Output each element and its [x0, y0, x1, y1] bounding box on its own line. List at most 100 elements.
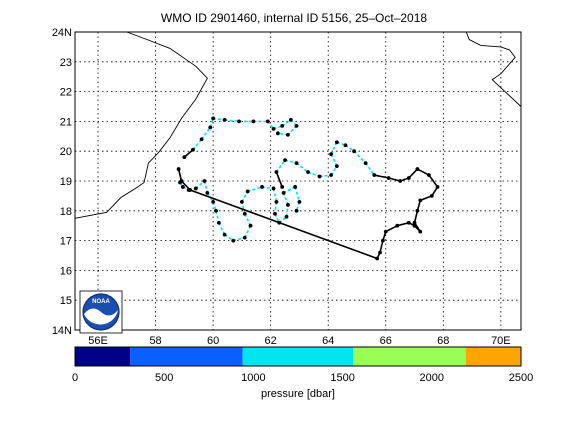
profile-point [334, 140, 339, 145]
logo-ring-icon [82, 293, 120, 331]
track-segment [275, 171, 283, 188]
track-segment [200, 126, 211, 140]
profile-point [237, 119, 241, 124]
track-segment [285, 204, 289, 217]
track-segment [283, 186, 296, 194]
profile-point [280, 185, 285, 189]
profile-point [375, 256, 380, 261]
map-panel: 14N 15 16 17 18 19 20 21 22 23 24N 56E 58 60 62 64 66 68… [52, 27, 522, 347]
track-segment [388, 177, 401, 182]
track-segment [218, 222, 226, 235]
track-segment [307, 171, 320, 178]
track-segment [244, 213, 252, 227]
longitude-label: 62 [265, 335, 277, 347]
track-segment [284, 159, 297, 164]
track-segment [274, 201, 278, 214]
track-segment [330, 153, 338, 167]
profile-point [271, 186, 276, 191]
coastlines [74, 31, 522, 219]
profile-point [412, 223, 417, 228]
profile-point [211, 116, 216, 121]
colorbar-tick-label: 0 [72, 372, 78, 384]
track-segment [241, 191, 249, 203]
profile-point [214, 208, 218, 213]
track-segment [233, 236, 245, 242]
latitude-label: 16 [60, 265, 72, 277]
track-segment [397, 221, 409, 227]
longitude-label: 58 [149, 335, 161, 347]
longitude-label: 70E [491, 335, 511, 347]
map-frame [74, 31, 522, 331]
longitude-label: 64 [322, 335, 334, 347]
profile-point [415, 208, 420, 213]
latitude-label: 21 [60, 116, 72, 128]
track-segment [272, 188, 278, 203]
track-segment [385, 224, 398, 233]
logo-text: NOAA [92, 299, 110, 305]
track-segment [261, 186, 274, 190]
latitude-label: 15 [60, 295, 72, 307]
track-segment [241, 201, 246, 214]
colorbar-tick-label: 2500 [509, 372, 533, 384]
profile-point [211, 199, 216, 204]
profile-point [208, 125, 213, 130]
profile-point [271, 126, 276, 131]
longitude-label: 60 [207, 335, 219, 347]
track-segment [353, 150, 367, 164]
profile-point [265, 119, 270, 124]
profile-point [306, 170, 310, 174]
coastline-pakistan [465, 31, 522, 107]
profile-point [222, 118, 227, 122]
profile-point [329, 152, 333, 157]
profile-point [182, 155, 187, 160]
profile-point [380, 238, 385, 243]
colorbar-tick-label: 1500 [330, 372, 354, 384]
track-segment [195, 180, 206, 190]
profile-point [274, 170, 279, 174]
profile-point [248, 223, 253, 228]
colorbar-bands [75, 347, 521, 366]
profile-point [242, 211, 247, 216]
track-segment [183, 149, 194, 158]
latitude-label: 17 [60, 236, 72, 248]
logo-bird-icon [84, 308, 118, 325]
profile-point [372, 173, 377, 177]
longitude-label: 56E [88, 335, 108, 347]
profile-point [429, 194, 434, 198]
longitude-label: 66 [380, 335, 392, 347]
pressure-colorbar: 0 500 1000 1500 2000 2500 pressure [dbar] [72, 346, 533, 400]
profile-point [222, 232, 227, 237]
latitude-label: 18 [60, 206, 72, 218]
map-background [75, 32, 521, 330]
profile-point [386, 176, 391, 180]
profile-point [406, 176, 411, 180]
profile-point [260, 185, 264, 189]
profile-point [273, 211, 277, 216]
noaa-logo: NOAA [79, 290, 123, 334]
track-segment [224, 119, 240, 123]
track-segment [282, 192, 289, 206]
profile-point [205, 191, 210, 195]
track-segment [319, 174, 332, 178]
track-segment [244, 225, 252, 238]
track-segment [189, 189, 378, 260]
track-segment [192, 138, 203, 151]
profile-point [188, 188, 192, 192]
profile-point [286, 202, 290, 207]
track-segment [294, 186, 301, 203]
track-segment [374, 174, 389, 179]
colorbar-frame [74, 346, 522, 367]
profile-point [418, 198, 423, 203]
latitude-label: 23 [60, 57, 72, 69]
profile-point [199, 137, 204, 142]
profile-point [191, 147, 195, 152]
profile-point [281, 191, 286, 195]
track-segment [417, 168, 430, 176]
profile-point [179, 179, 184, 183]
track-segment [296, 162, 309, 173]
track-segment [420, 195, 433, 202]
profile-point [288, 118, 293, 122]
profile-point [415, 167, 420, 171]
colorbar-tick-label: 2000 [420, 372, 444, 384]
